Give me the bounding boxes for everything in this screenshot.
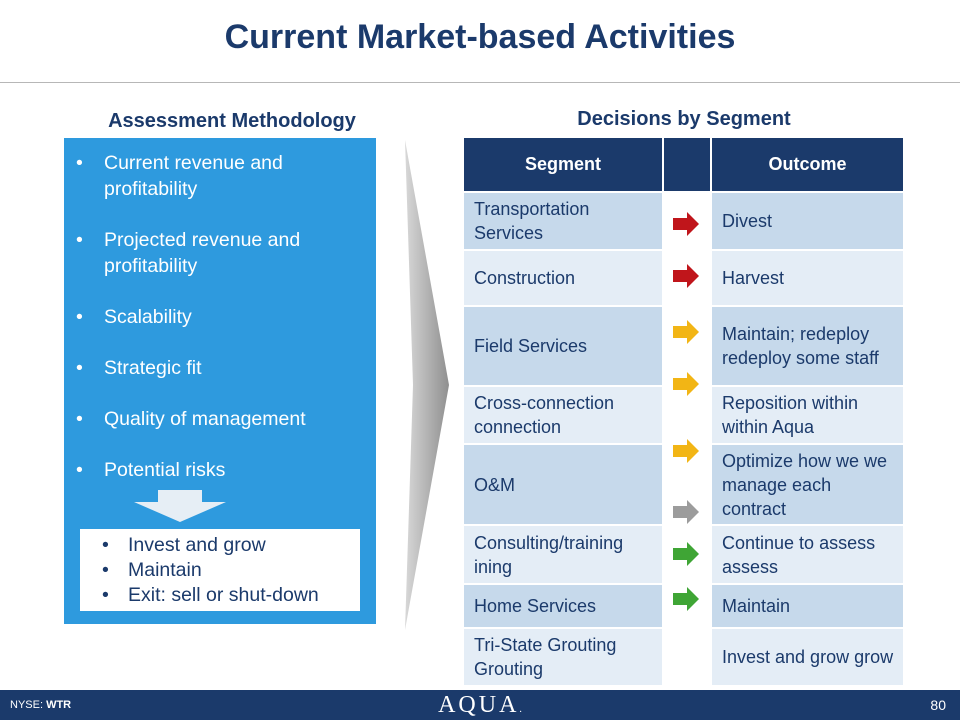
criteria-text: Projected revenue and profitability bbox=[104, 229, 301, 277]
logo-text: AQUA bbox=[438, 692, 520, 718]
page-number: 80 bbox=[930, 697, 946, 713]
outcome-option-text: Exit: sell or shut-down bbox=[128, 584, 319, 606]
arrow-right-icon bbox=[673, 212, 699, 236]
exchange-label: NYSE: bbox=[10, 699, 44, 711]
criteria-text: Quality of management bbox=[104, 408, 306, 430]
outcome-cell: Maintain; redeploy redeploy some staff bbox=[712, 307, 903, 385]
outcome-cell: Divest bbox=[712, 193, 903, 249]
stock-ticker: NYSE: WTR bbox=[10, 699, 71, 711]
outcome-cell: Optimize how we we manage each contract bbox=[712, 445, 903, 524]
bullet-icon: • bbox=[76, 459, 83, 481]
arrow-right-icon bbox=[673, 587, 699, 611]
assessment-heading: Assessment Methodology bbox=[108, 110, 356, 132]
outcome-cell: Maintain bbox=[712, 585, 903, 627]
aqua-logo: AQUA. bbox=[400, 692, 560, 719]
bullet-icon: • bbox=[76, 357, 83, 379]
segment-cell: Consulting/training ining bbox=[464, 526, 662, 583]
segment-cell: Home Services bbox=[464, 585, 662, 627]
bullet-icon: • bbox=[76, 408, 83, 430]
bullet-icon: • bbox=[102, 534, 109, 556]
column-header-outcome: Outcome bbox=[712, 138, 903, 191]
segment-cell: O&M bbox=[464, 445, 662, 524]
chevron-right-icon bbox=[405, 140, 449, 630]
outcome-cell: Continue to assess assess bbox=[712, 526, 903, 583]
criteria-item: • Potential risks bbox=[64, 457, 376, 483]
outcome-options-list: • Invest and grow • Maintain • Exit: sell o… bbox=[80, 529, 360, 608]
arrow-right-icon bbox=[673, 264, 699, 288]
bullet-icon: • bbox=[76, 152, 83, 174]
criteria-item: • Current revenue and profitability bbox=[64, 150, 376, 202]
criteria-text: Strategic fit bbox=[104, 357, 202, 379]
outcome-cell: Invest and grow grow bbox=[712, 629, 903, 685]
arrow-right-icon bbox=[673, 500, 699, 524]
bullet-icon: • bbox=[76, 229, 83, 251]
decisions-heading: Decisions by Segment bbox=[577, 108, 791, 130]
outcome-options-box: • Invest and grow • Maintain • Exit: sell o… bbox=[80, 529, 360, 611]
bullet-icon: • bbox=[76, 306, 83, 328]
title-divider bbox=[0, 82, 960, 83]
logo-mark: . bbox=[519, 704, 522, 715]
outcome-option: • Exit: sell or shut-down bbox=[80, 583, 360, 608]
column-header-arrow bbox=[664, 138, 710, 191]
segment-cell: Field Services bbox=[464, 307, 662, 385]
criteria-text: Current revenue and profitability bbox=[104, 152, 283, 200]
footer-bar: NYSE: WTR AQUA. 80 bbox=[0, 690, 960, 720]
criteria-item: • Quality of management bbox=[64, 406, 376, 432]
criteria-list: • Current revenue and profitability • Proj… bbox=[64, 150, 376, 508]
criteria-item: • Scalability bbox=[64, 304, 376, 330]
segment-cell: Cross-connection connection bbox=[464, 387, 662, 443]
bullet-icon: • bbox=[102, 584, 109, 606]
outcome-option: • Maintain bbox=[80, 558, 360, 583]
outcome-option-text: Maintain bbox=[128, 559, 202, 581]
criteria-item: • Strategic fit bbox=[64, 355, 376, 381]
outcome-cell: Reposition within within Aqua bbox=[712, 387, 903, 443]
slide-title: Current Market-based Activities bbox=[224, 18, 736, 56]
arrow-right-icon bbox=[673, 542, 699, 566]
bullet-icon: • bbox=[102, 559, 109, 581]
segment-cell: Tri-State Grouting Grouting bbox=[464, 629, 662, 685]
ticker-symbol: WTR bbox=[46, 699, 72, 711]
arrow-right-icon bbox=[673, 320, 699, 344]
segment-cell: Construction bbox=[464, 251, 662, 305]
down-arrow-icon bbox=[134, 490, 226, 522]
arrow-right-icon bbox=[673, 372, 699, 396]
column-header-segment: Segment bbox=[464, 138, 662, 191]
criteria-text: Scalability bbox=[104, 306, 192, 328]
outcome-cell: Harvest bbox=[712, 251, 903, 305]
outcome-option: • Invest and grow bbox=[80, 533, 360, 558]
segment-cell: Transportation Services bbox=[464, 193, 662, 249]
outcome-option-text: Invest and grow bbox=[128, 534, 266, 556]
criteria-text: Potential risks bbox=[104, 459, 226, 481]
criteria-item: • Projected revenue and profitability bbox=[64, 227, 376, 279]
arrow-right-icon bbox=[673, 439, 699, 463]
